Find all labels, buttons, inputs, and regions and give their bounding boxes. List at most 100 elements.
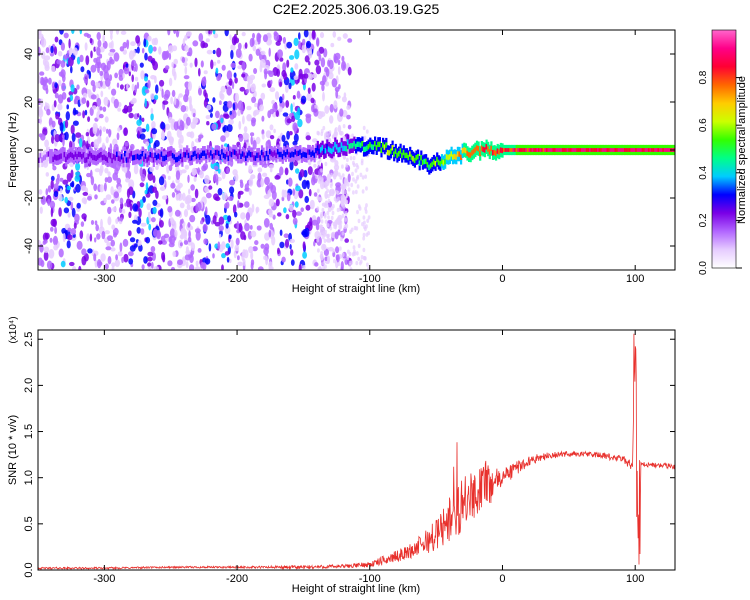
noise-blob: [261, 133, 265, 140]
noise-blob: [50, 179, 54, 190]
noise-blob: [339, 130, 342, 136]
noise-blob: [119, 217, 123, 222]
noise-blob: [302, 38, 306, 46]
noise-blob: [212, 49, 216, 55]
noise-blob: [136, 119, 142, 126]
noise-blob: [353, 251, 357, 256]
ridge-core: [644, 148, 647, 152]
noise-blob: [122, 209, 126, 214]
noise-blob: [75, 132, 82, 138]
ridge-core: [651, 148, 654, 152]
noise-blob: [123, 253, 129, 263]
noise-blob: [80, 66, 85, 73]
noise-blob: [273, 128, 276, 134]
noise-blob: [147, 35, 152, 42]
ridge-core: [187, 152, 190, 159]
noise-blob: [312, 138, 318, 143]
ridge-core: [197, 152, 200, 158]
noise-blob: [212, 97, 216, 103]
noise-blob: [357, 256, 361, 262]
noise-blob: [38, 189, 43, 195]
noise-blob: [291, 115, 296, 123]
noise-blob: [84, 109, 88, 116]
ridge-core: [649, 148, 652, 152]
noise-blob: [343, 196, 347, 202]
noise-blob: [173, 96, 177, 106]
ridge-core: [305, 152, 308, 158]
ridge-core: [487, 146, 490, 152]
noise-blob: [339, 220, 343, 225]
noise-blob: [294, 124, 297, 134]
noise-blob: [235, 48, 242, 58]
noise-blob: [361, 222, 364, 227]
ridge-core: [592, 148, 595, 152]
noise-blob: [60, 42, 65, 51]
noise-blob: [304, 227, 310, 237]
noise-blob: [140, 228, 145, 235]
noise-blob: [241, 61, 246, 71]
noise-blob: [324, 161, 328, 167]
ridge-core: [205, 153, 208, 159]
noise-blob: [99, 46, 105, 53]
noise-blob: [45, 47, 50, 54]
ridge-core: [579, 148, 582, 152]
noise-blob: [233, 72, 237, 78]
noise-blob: [105, 246, 112, 251]
ridge-core: [366, 145, 369, 151]
noise-blob: [105, 136, 109, 144]
noise-blob: [150, 246, 156, 253]
noise-blob: [298, 263, 302, 270]
ridge-core: [509, 148, 512, 152]
noise-blob: [99, 164, 104, 174]
noise-blob: [173, 71, 177, 81]
noise-blob: [290, 67, 294, 73]
ridge-core: [646, 148, 649, 152]
noise-blob: [277, 212, 282, 217]
noise-blob: [342, 204, 346, 209]
noise-blob: [337, 196, 340, 201]
ridge-core: [202, 150, 205, 156]
x-tick-label: -300: [93, 573, 115, 585]
noise-blob: [330, 215, 334, 221]
ridge-core: [429, 163, 432, 169]
noise-blob: [240, 231, 246, 240]
y-tick-label: 2.5: [23, 332, 35, 347]
noise-blob: [181, 56, 186, 64]
noise-blob: [289, 244, 292, 250]
noise-blob: [150, 93, 155, 100]
noise-blob: [364, 209, 368, 214]
ridge-core: [590, 148, 593, 152]
noise-blob: [230, 49, 234, 60]
noise-blob: [346, 255, 350, 261]
noise-blob: [305, 135, 311, 141]
noise-blob: [94, 259, 98, 268]
ridge-core: [444, 158, 447, 165]
noise-blob: [218, 233, 222, 239]
ridge-core: [38, 157, 41, 163]
noise-blob: [72, 266, 77, 270]
noise-blob: [231, 81, 235, 90]
y-tick-label: 40: [23, 48, 35, 60]
ridge-core: [547, 148, 550, 152]
ridge-core: [120, 154, 123, 160]
noise-blob: [53, 244, 59, 251]
noise-blob: [198, 67, 201, 77]
ridge-core: [210, 150, 213, 156]
noise-blob: [123, 66, 130, 75]
noise-blob: [121, 256, 124, 264]
noise-blob: [188, 47, 193, 57]
noise-blob: [268, 198, 275, 207]
noise-blob: [322, 231, 326, 236]
noise-blob: [109, 48, 116, 53]
noise-blob: [39, 243, 44, 253]
noise-blob: [341, 231, 345, 236]
ridge-core: [362, 146, 366, 153]
noise-blob: [104, 177, 108, 183]
ridge-core: [114, 155, 117, 161]
noise-blob: [53, 46, 58, 56]
noise-blob: [218, 225, 224, 232]
noise-blob: [149, 137, 153, 144]
noise-blob: [222, 113, 229, 118]
noise-blob: [83, 198, 87, 205]
ridge-core: [95, 155, 98, 161]
